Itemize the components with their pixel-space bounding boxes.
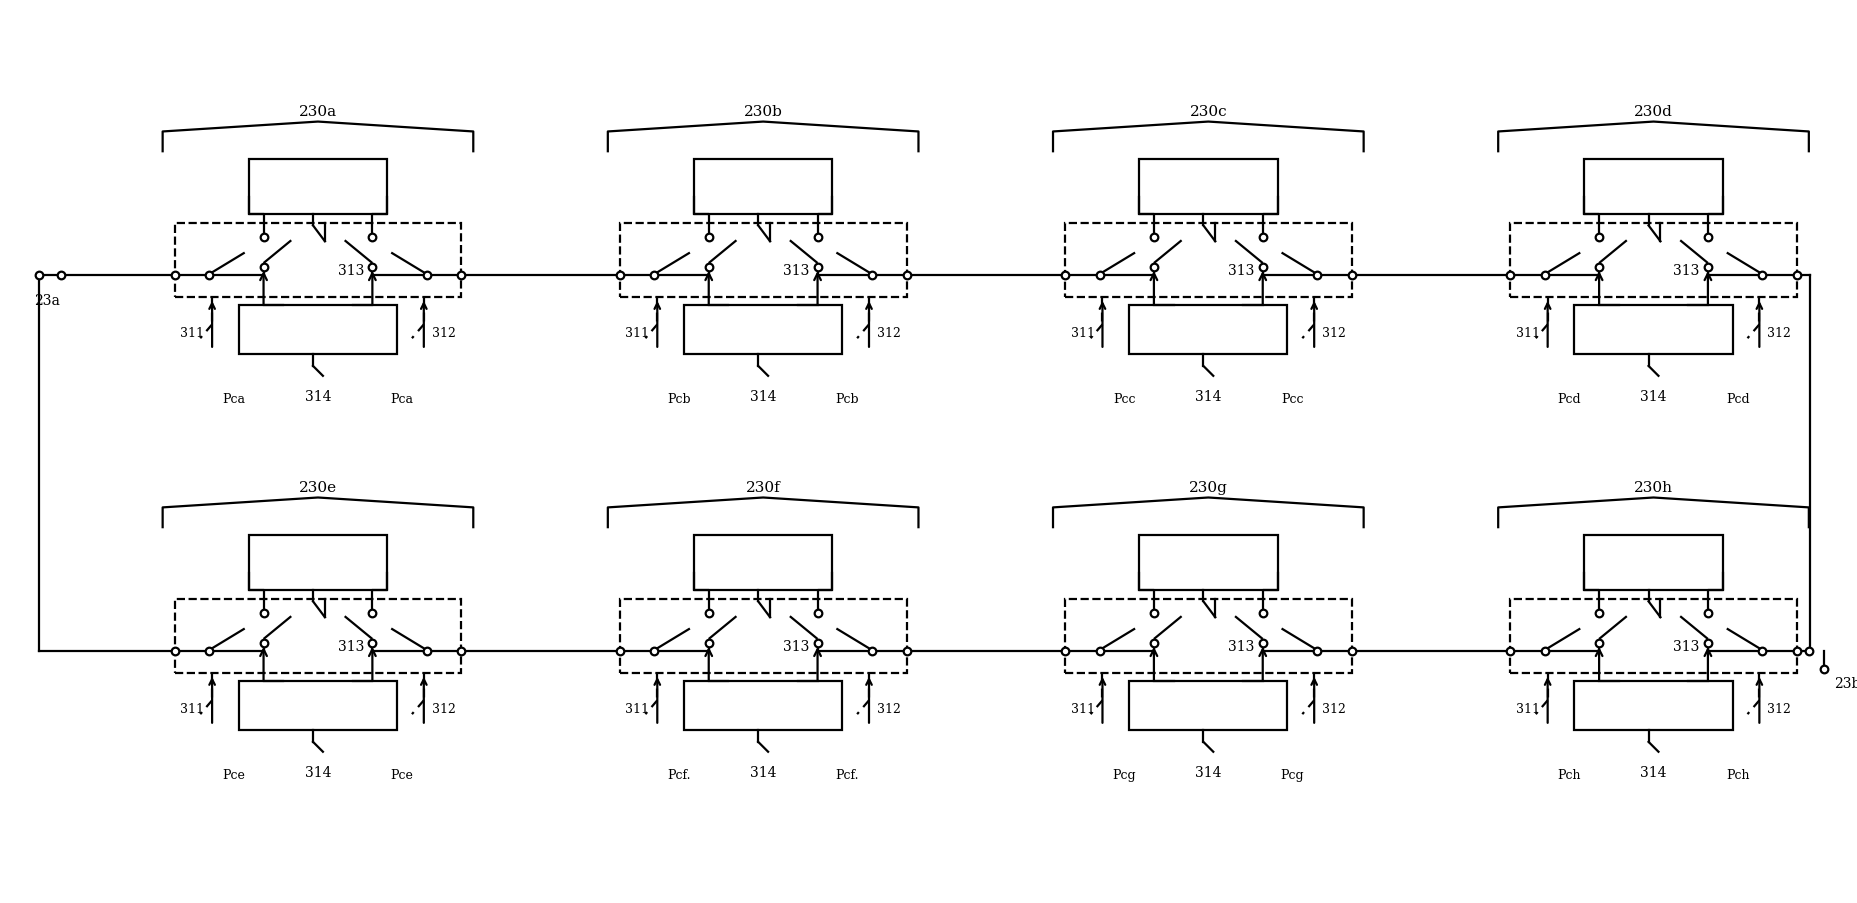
Text: 230c: 230c xyxy=(1188,105,1226,118)
Text: 314: 314 xyxy=(1640,389,1666,404)
Text: 311: 311 xyxy=(626,703,650,715)
Text: 314: 314 xyxy=(1194,765,1220,778)
Text: 23a: 23a xyxy=(33,293,59,307)
Text: 230a: 230a xyxy=(299,105,336,118)
Bar xyxy=(175,224,461,297)
Bar xyxy=(175,600,461,673)
Text: Pch: Pch xyxy=(1725,768,1749,781)
Text: Pcd: Pcd xyxy=(1556,392,1580,405)
Text: Pce: Pce xyxy=(390,768,414,781)
Bar xyxy=(1138,160,1278,214)
Text: 311: 311 xyxy=(1070,327,1094,340)
Bar xyxy=(683,305,841,355)
Bar xyxy=(249,535,386,590)
Bar xyxy=(683,681,841,731)
Text: Pcc: Pcc xyxy=(1281,392,1304,405)
Text: 313: 313 xyxy=(1673,639,1699,653)
Text: Pcf.: Pcf. xyxy=(836,768,858,781)
Text: 311: 311 xyxy=(180,327,204,340)
Text: 311: 311 xyxy=(180,703,204,715)
Bar xyxy=(1138,535,1278,590)
Bar xyxy=(240,305,397,355)
Text: 230f: 230f xyxy=(745,480,780,494)
Text: 313: 313 xyxy=(1227,639,1253,653)
Bar xyxy=(1584,160,1721,214)
Text: 314: 314 xyxy=(1194,389,1220,404)
Text: Pch: Pch xyxy=(1556,768,1580,781)
Text: 230d: 230d xyxy=(1632,105,1671,118)
Text: 230e: 230e xyxy=(299,480,336,494)
Text: Pca: Pca xyxy=(390,392,414,405)
Text: Pcc: Pcc xyxy=(1112,392,1135,405)
Text: 313: 313 xyxy=(1673,264,1699,277)
Text: Pcb: Pcb xyxy=(836,392,858,405)
Text: 313: 313 xyxy=(782,264,810,277)
Text: Pcb: Pcb xyxy=(667,392,691,405)
Bar xyxy=(1064,600,1352,673)
Text: 312: 312 xyxy=(1322,703,1344,715)
Text: 313: 313 xyxy=(1227,264,1253,277)
Bar xyxy=(1064,224,1352,297)
Text: 313: 313 xyxy=(338,264,364,277)
Text: 314: 314 xyxy=(1640,765,1666,778)
Bar xyxy=(249,160,386,214)
Text: 230h: 230h xyxy=(1632,480,1671,494)
Bar xyxy=(1573,681,1733,731)
Text: 312: 312 xyxy=(877,703,901,715)
Bar xyxy=(620,600,906,673)
Bar xyxy=(693,535,832,590)
Text: 312: 312 xyxy=(1766,327,1790,340)
Text: 312: 312 xyxy=(431,703,455,715)
Bar xyxy=(693,160,832,214)
Text: 311: 311 xyxy=(1515,703,1539,715)
Text: Pca: Pca xyxy=(223,392,245,405)
Text: 230b: 230b xyxy=(743,105,782,118)
Bar xyxy=(240,681,397,731)
Text: 312: 312 xyxy=(877,327,901,340)
Bar xyxy=(1510,600,1796,673)
Text: 314: 314 xyxy=(750,765,776,778)
Text: 311: 311 xyxy=(1515,327,1539,340)
Text: 311: 311 xyxy=(626,327,650,340)
Text: 314: 314 xyxy=(750,389,776,404)
Bar xyxy=(1573,305,1733,355)
Text: 313: 313 xyxy=(338,639,364,653)
Text: Pce: Pce xyxy=(223,768,245,781)
Text: Pcg: Pcg xyxy=(1279,768,1304,781)
Text: 312: 312 xyxy=(431,327,455,340)
Text: 311: 311 xyxy=(1070,703,1094,715)
Text: 230g: 230g xyxy=(1188,480,1227,494)
Text: Pcg: Pcg xyxy=(1112,768,1135,781)
Bar xyxy=(1129,305,1287,355)
Text: 314: 314 xyxy=(305,389,331,404)
Text: 314: 314 xyxy=(305,765,331,778)
Bar xyxy=(1584,535,1721,590)
Text: 23b: 23b xyxy=(1833,675,1857,690)
Text: 312: 312 xyxy=(1766,703,1790,715)
Bar xyxy=(1129,681,1287,731)
Bar xyxy=(620,224,906,297)
Bar xyxy=(1510,224,1796,297)
Text: 313: 313 xyxy=(782,639,810,653)
Text: Pcd: Pcd xyxy=(1725,392,1749,405)
Text: Pcf.: Pcf. xyxy=(667,768,691,781)
Text: 312: 312 xyxy=(1322,327,1344,340)
